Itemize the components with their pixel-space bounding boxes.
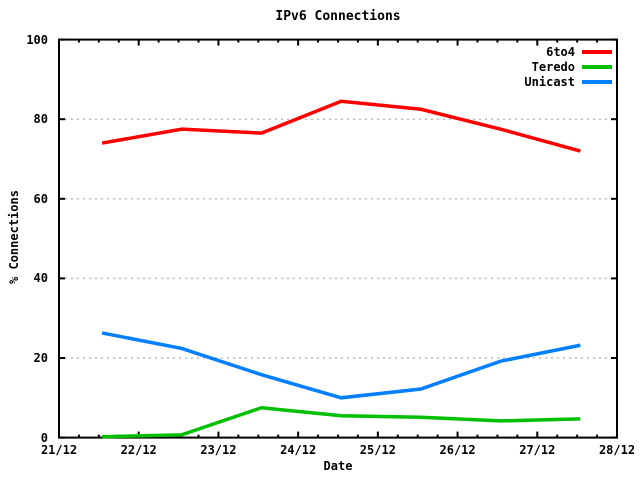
x-axis-label: Date	[323, 459, 353, 473]
legend: 6to4 Teredo Unicast	[524, 44, 612, 89]
legend-item-6to4: 6to4	[524, 44, 612, 59]
y-tick-label-60: 60	[33, 191, 48, 206]
x-tick-label-26/12: 26/12	[439, 443, 476, 457]
y-tick-label-100: 100	[26, 32, 48, 47]
x-tick-label-27/12: 27/12	[519, 443, 556, 457]
series-line-6to4	[101, 99, 581, 153]
plot-border	[58, 38, 618, 439]
y-axis-label: % Connections	[7, 190, 21, 284]
legend-swatch-teredo	[582, 64, 612, 69]
legend-label-teredo: Teredo	[531, 59, 575, 74]
legend-swatch-unicast	[582, 79, 612, 84]
y-tick-label-0: 0	[40, 430, 48, 445]
x-tick-label-23/12: 23/12	[200, 443, 237, 457]
x-tick-label-28/12: 28/12	[598, 443, 636, 457]
x-tick-label-22/12: 22/12	[120, 443, 157, 457]
legend-swatch-6to4	[582, 49, 612, 54]
legend-label-unicast: Unicast	[524, 74, 575, 89]
chart-title: IPv6 Connections	[275, 9, 401, 24]
series-line-teredo	[102, 405, 581, 439]
legend-item-teredo: Teredo	[524, 59, 612, 74]
legend-item-unicast: Unicast	[524, 74, 612, 89]
y-tick-label-40: 40	[33, 271, 48, 286]
y-tick-label-80: 80	[33, 112, 48, 127]
series-line-unicast	[101, 331, 581, 400]
y-tick-label-20: 20	[33, 351, 48, 365]
x-tick-label-25/12: 25/12	[359, 443, 396, 457]
x-tick-label-21/12: 21/12	[40, 443, 78, 457]
legend-label-6to4: 6to4	[546, 44, 575, 59]
x-tick-label-24/12: 24/12	[280, 443, 317, 457]
